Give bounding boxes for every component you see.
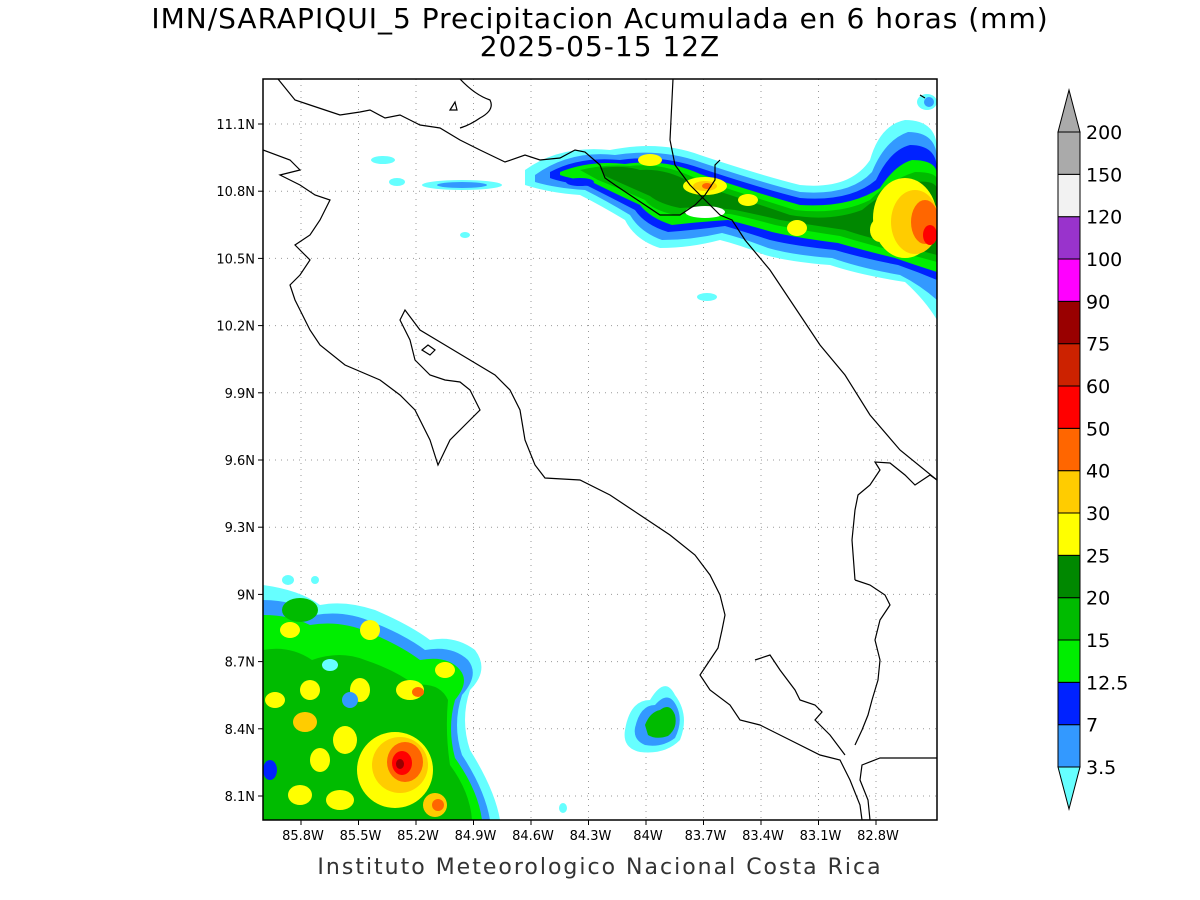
map-title: IMN/SARAPIQUI_5 Precipitacion Acumulada … bbox=[151, 2, 1049, 35]
latitude-axis: 11.1N 10.8N 10.5N 10.2N 9.9N 9.6N 9.3N 9N 8.7N 8.… bbox=[216, 118, 263, 805]
colorbar-swatch bbox=[1057, 343, 1081, 387]
lat-tick-label: 8.7N bbox=[225, 656, 255, 671]
colorbar-legend: 3.5 7 12.5 15 20 25 30 40 50 60 75 90 100 120 150 200 bbox=[1057, 88, 1128, 811]
colorbar-swatch bbox=[1057, 385, 1081, 429]
colorbar-swatch bbox=[1057, 173, 1081, 218]
colorbar-label: 20 bbox=[1086, 588, 1110, 610]
colorbar-label: 200 bbox=[1086, 122, 1122, 144]
lon-tick-label: 83.4W bbox=[742, 829, 784, 844]
colorbar-swatch bbox=[1057, 131, 1081, 175]
colorbar-label: 3.5 bbox=[1086, 757, 1116, 779]
lat-tick-label: 9.9N bbox=[225, 387, 255, 402]
colorbar-swatch bbox=[1057, 470, 1081, 514]
lon-tick-label: 84.6W bbox=[512, 829, 554, 844]
lat-tick-label: 9N bbox=[237, 588, 255, 603]
lat-tick-label: 10.8N bbox=[216, 185, 255, 200]
colorbar-label: 60 bbox=[1086, 376, 1110, 398]
lon-tick-label: 85.8W bbox=[282, 829, 324, 844]
lat-lon-grid bbox=[263, 79, 937, 820]
lat-tick-label: 8.1N bbox=[225, 790, 255, 805]
lat-tick-label: 9.3N bbox=[225, 521, 255, 536]
colorbar-swatch bbox=[1057, 512, 1081, 556]
colorbar-label: 150 bbox=[1086, 164, 1122, 186]
plot-frame bbox=[262, 78, 938, 821]
coastlines bbox=[263, 79, 937, 820]
footer-credit: Instituto Meteorologico Nacional Costa R… bbox=[317, 855, 883, 880]
colorbar-top-triangle bbox=[1057, 88, 1081, 133]
lon-tick-label: 83.1W bbox=[800, 829, 842, 844]
map-datetime: 2025-05-15 12Z bbox=[479, 30, 721, 63]
lon-tick-label: 85.5W bbox=[340, 829, 382, 844]
lon-tick-label: 84.3W bbox=[570, 829, 612, 844]
lat-tick-label: 8.4N bbox=[225, 723, 255, 738]
colorbar-label: 12.5 bbox=[1086, 672, 1128, 694]
lat-tick-label: 10.2N bbox=[216, 320, 255, 335]
colorbar-label: 120 bbox=[1086, 207, 1122, 229]
lon-tick-label: 83.7W bbox=[685, 829, 727, 844]
colorbar-label: 7 bbox=[1086, 715, 1098, 737]
colorbar-swatch bbox=[1057, 681, 1081, 726]
lat-tick-label: 9.6N bbox=[225, 454, 255, 469]
colorbar-label: 90 bbox=[1086, 291, 1110, 313]
colorbar-label: 30 bbox=[1086, 503, 1110, 525]
colorbar-swatch bbox=[1057, 427, 1081, 472]
lon-tick-label: 82.8W bbox=[857, 829, 899, 844]
lat-tick-label: 11.1N bbox=[216, 118, 255, 133]
colorbar-swatch bbox=[1057, 724, 1081, 768]
precip-cluster-southwest bbox=[263, 575, 500, 820]
lon-tick-label: 85.2W bbox=[397, 829, 439, 844]
colorbar-swatch bbox=[1057, 216, 1081, 260]
colorbar-swatch bbox=[1057, 258, 1081, 302]
colorbar-bottom-triangle bbox=[1057, 766, 1081, 811]
lon-tick-label: 84W bbox=[633, 829, 663, 844]
colorbar-label: 50 bbox=[1086, 418, 1110, 440]
colorbar-swatch bbox=[1057, 554, 1081, 599]
lat-tick-label: 10.5N bbox=[216, 252, 255, 267]
colorbar-swatch bbox=[1057, 639, 1081, 683]
precip-cell-central bbox=[559, 686, 684, 813]
colorbar-label: 100 bbox=[1086, 249, 1122, 271]
colorbar-swatch bbox=[1057, 300, 1081, 345]
longitude-axis: 85.8W 85.5W 85.2W 84.9W 84.6W 84.3W 84W 83.7W 83… bbox=[282, 820, 899, 844]
lon-tick-label: 84.9W bbox=[455, 829, 497, 844]
colorbar-label: 75 bbox=[1086, 334, 1110, 356]
colorbar-label: 25 bbox=[1086, 545, 1110, 567]
colorbar-label: 15 bbox=[1086, 630, 1110, 652]
colorbar-label: 40 bbox=[1086, 461, 1110, 483]
colorbar-swatch bbox=[1057, 597, 1081, 641]
